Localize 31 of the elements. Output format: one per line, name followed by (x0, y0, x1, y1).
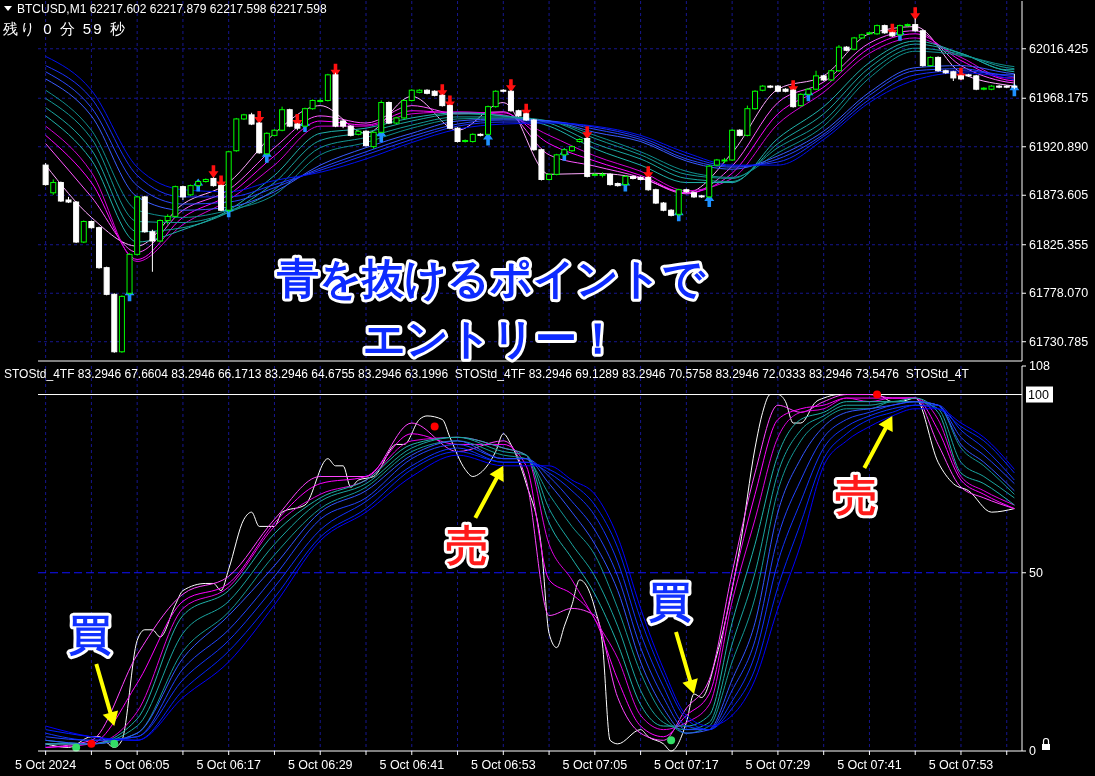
x-tick-label: 5 Oct 06:53 (470, 758, 536, 772)
x-tick-label: 5 Oct 07:41 (837, 758, 902, 772)
x-tick-label: 5 Oct 06:41 (379, 758, 445, 772)
y-tick-label: 61920.890 (1029, 139, 1089, 154)
x-tick-label: 5 Oct 07:29 (745, 758, 811, 772)
y-tick-label: 0 (1029, 744, 1036, 758)
annotation: 買 (69, 610, 112, 658)
annotation: 青を抜けるポイントで (275, 254, 706, 302)
y-tick-label: 108 (1029, 359, 1050, 373)
chart-title: STOStd_4TF 83.2946 67.6604 83.2946 66.1713 83.2946 64.6755 83.2946 63.1996 STOStd_4TF 83.2946 69.1289 83.2946 70.5758 83.2946 72.0333 83.2946 73.5476 STOStd_4T (4, 367, 970, 381)
chart-title: BTCUSD,M1 62217.602 62217.879 62217.598 62217.598 (17, 2, 327, 16)
x-tick-label: 5 Oct 07:05 (562, 758, 628, 772)
y-tick-label: 61730.785 (1029, 334, 1089, 349)
x-tick-label: 5 Oct 07:17 (654, 758, 719, 772)
annotation: 買 (649, 578, 691, 626)
x-tick-label: 5 Oct 07:53 (928, 758, 994, 772)
x-tick-label: 5 Oct 2024 (15, 758, 77, 772)
y-tick-label: 61968.175 (1029, 91, 1089, 106)
y-tick-label: 61825.355 (1029, 237, 1089, 252)
x-tick-label: 5 Oct 06:05 (104, 758, 170, 772)
text: 残り 0 分 59 秒 (3, 19, 127, 37)
y-tick-label: 61873.605 (1029, 188, 1089, 203)
y-tick-label: 50 (1029, 565, 1043, 580)
y-tick-label: 61778.070 (1029, 286, 1089, 301)
annotation: 売 (835, 472, 878, 520)
y-tick-label: 62016.425 (1029, 41, 1089, 56)
annotation: 売 (446, 522, 489, 570)
annotation: エントリー！ (362, 314, 619, 362)
ref-line-label: 100 (1028, 387, 1049, 402)
x-tick-label: 5 Oct 06:29 (287, 758, 353, 772)
x-tick-label: 5 Oct 06:17 (196, 758, 262, 772)
